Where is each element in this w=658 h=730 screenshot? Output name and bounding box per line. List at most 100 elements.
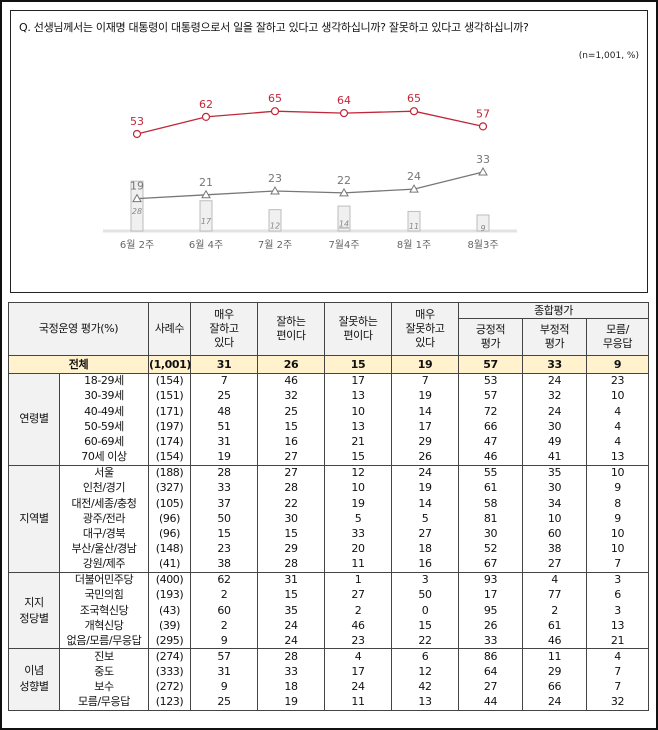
value-cell: 7 (586, 664, 650, 680)
row-label: 조국혁신당 (58, 602, 150, 619)
value-cell: 46 (522, 633, 588, 650)
series-line (136, 110, 484, 135)
total-row: 전체 (1,001) 31 26 15 19 57 33 9 (7, 355, 650, 374)
table-row: 조국혁신당 (43) 60 35 2 0 95 2 3 (9, 602, 650, 619)
value-cell: 27 (324, 587, 393, 603)
row-n: (96) (148, 511, 192, 527)
value-cell: 24 (522, 694, 588, 711)
series-line (136, 171, 484, 200)
bar (337, 205, 351, 232)
value-cell: 19 (324, 495, 393, 512)
value-cell: 2 (190, 587, 259, 603)
value-cell: 13 (324, 419, 393, 435)
table-row: 모름/무응답 (123) 25 19 11 13 44 24 32 (9, 694, 650, 711)
bar-label: 14 (339, 220, 349, 229)
group-label: 연령별 (8, 373, 60, 466)
value-cell: 60 (190, 602, 259, 619)
value-cell: 4 (586, 434, 650, 450)
value-cell: 10 (324, 480, 393, 496)
table-row: 60-69세 (174) 31 16 21 29 47 49 4 (9, 434, 650, 450)
total-n: (1,001) (148, 355, 191, 374)
bar-label: 17 (201, 217, 212, 226)
value-cell: 93 (458, 571, 524, 588)
value-cell: 3 (586, 571, 650, 588)
value-cell: 12 (391, 664, 460, 680)
value-cell: 5 (391, 511, 460, 527)
value-cell: 29 (522, 664, 588, 680)
value-cell: 24 (324, 679, 393, 695)
value-cell: 17 (324, 372, 393, 389)
row-label: 60-69세 (58, 434, 150, 450)
value-cell: 11 (324, 557, 393, 573)
value-cell: 19 (391, 480, 460, 496)
table-row: 없음/모름/무응답 (295) 9 24 23 22 33 46 21 (9, 633, 650, 650)
value-cell: 77 (522, 587, 588, 603)
row-n: (327) (148, 480, 192, 496)
header-very-bad: 매우 잘못하고 있다 (391, 302, 460, 356)
header-negative: 부정적 평가 (522, 318, 588, 356)
value-cell: 16 (257, 434, 326, 450)
value-cell: 3 (391, 571, 460, 588)
value-cell: 4 (522, 571, 588, 588)
data-point (339, 187, 349, 197)
value-cell: 57 (190, 648, 259, 665)
value-cell: 66 (458, 419, 524, 435)
table-row: 강원/제주 (41) 38 28 11 16 67 27 7 (9, 557, 650, 573)
data-point (201, 189, 211, 199)
value-cell: 2 (324, 602, 393, 619)
header-n: 사례수 (148, 302, 192, 356)
value-cell: 7 (391, 372, 460, 389)
value-cell: 46 (257, 372, 326, 389)
value-cell: 41 (522, 449, 588, 466)
data-point (270, 107, 280, 116)
x-tick-label: 8월 1주 (397, 239, 431, 251)
value-cell: 24 (522, 372, 588, 389)
table-row: 광주/전라 (96) 50 30 5 5 81 10 9 (9, 511, 650, 527)
value-cell: 4 (324, 648, 393, 665)
value-cell: 57 (458, 388, 524, 405)
bar (199, 200, 213, 232)
total-cell: 26 (257, 355, 326, 374)
row-n: (272) (148, 679, 192, 695)
value-cell: 35 (522, 464, 588, 481)
row-label: 30-39세 (58, 388, 150, 405)
value-cell: 17 (458, 587, 524, 603)
value-cell: 16 (391, 557, 460, 573)
value-cell: 24 (257, 633, 326, 650)
row-label: 없음/모름/무응답 (58, 633, 150, 650)
sample-note: (n=1,001, %) (578, 51, 639, 61)
value-cell: 17 (391, 419, 460, 435)
row-label: 50-59세 (58, 419, 150, 435)
value-cell: 53 (458, 372, 524, 389)
table-row: 중도 (333) 31 33 17 12 64 29 7 (9, 664, 650, 680)
value-cell: 28 (257, 480, 326, 496)
value-cell: 27 (257, 449, 326, 466)
row-label: 보수 (58, 679, 150, 695)
row-n: (333) (148, 664, 192, 680)
value-cell: 9 (190, 679, 259, 695)
row-n: (171) (148, 404, 192, 420)
value-cell: 30 (257, 511, 326, 527)
value-cell: 24 (522, 404, 588, 420)
header-summary: 종합평가 (458, 302, 650, 319)
row-label: 강원/제주 (58, 557, 150, 573)
value-cell: 15 (391, 618, 460, 634)
value-cell: 50 (190, 511, 259, 527)
value-cell: 19 (257, 694, 326, 711)
table-row: 40-49세 (171) 48 25 10 14 72 24 4 (9, 404, 650, 420)
value-cell: 14 (391, 495, 460, 512)
value-cell: 25 (257, 404, 326, 420)
value-cell: 32 (586, 694, 650, 711)
total-cell: 9 (586, 355, 650, 374)
table-row: 보수 (272) 9 18 24 42 27 66 7 (9, 679, 650, 695)
value-cell: 4 (586, 648, 650, 665)
value-cell: 9 (586, 511, 650, 527)
value-cell: 28 (257, 557, 326, 573)
value-cell: 2 (522, 602, 588, 619)
value-cell: 4 (586, 419, 650, 435)
table-row: 개혁신당 (39) 2 24 46 15 26 61 13 (9, 618, 650, 634)
value-cell: 22 (391, 633, 460, 650)
value-cell: 7 (586, 557, 650, 573)
value-cell: 0 (391, 602, 460, 619)
value-cell: 15 (257, 526, 326, 542)
